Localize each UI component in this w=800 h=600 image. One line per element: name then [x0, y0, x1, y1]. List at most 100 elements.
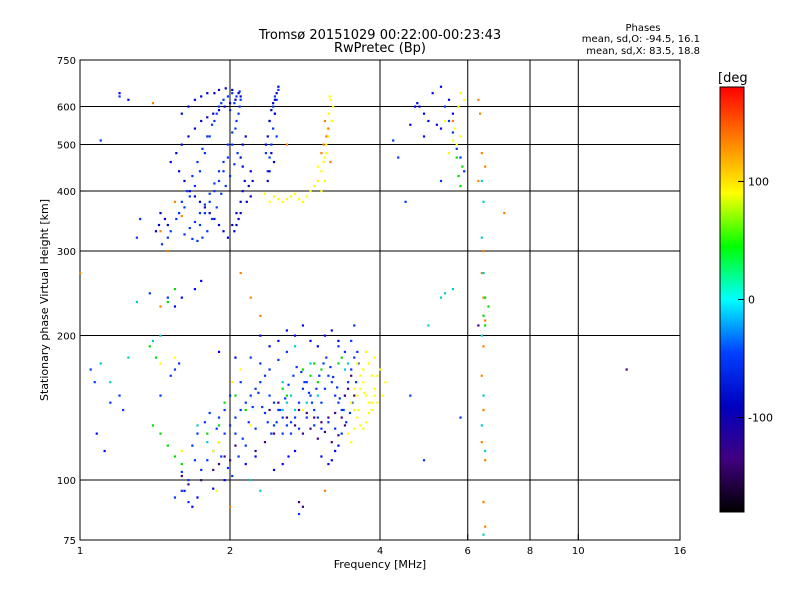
data-point: [154, 356, 158, 359]
data-point: [297, 512, 301, 516]
data-point: [459, 184, 462, 188]
data-point: [359, 387, 362, 390]
data-point: [281, 462, 284, 466]
data-point: [183, 489, 186, 492]
data-point: [206, 441, 209, 444]
stats-x-mode: mean, sd,X: 83.5, 18.8: [586, 46, 700, 57]
data-point: [322, 143, 325, 146]
data-point: [224, 87, 227, 90]
data-point: [99, 362, 102, 365]
data-point: [281, 408, 284, 412]
data-point: [275, 135, 278, 138]
data-point: [234, 98, 237, 101]
data-point: [187, 479, 190, 482]
data-point: [447, 119, 451, 123]
data-point: [180, 462, 183, 466]
data-point: [305, 381, 308, 384]
data-point: [482, 533, 485, 536]
data-point: [484, 324, 487, 327]
data-point: [447, 98, 451, 101]
data-point: [233, 230, 236, 233]
data-point: [367, 411, 371, 415]
data-point: [480, 271, 483, 275]
data-point: [169, 160, 172, 164]
data-point: [309, 427, 312, 430]
data-point: [345, 421, 348, 424]
data-point: [206, 459, 209, 462]
data-point: [482, 394, 485, 397]
data-point: [480, 179, 483, 183]
data-point: [343, 368, 347, 371]
data-point: [293, 408, 297, 412]
data-point: [459, 92, 462, 95]
data-point: [362, 381, 365, 384]
data-point: [327, 112, 331, 115]
data-point: [229, 174, 232, 178]
data-point: [350, 374, 353, 377]
data-point: [484, 525, 487, 528]
data-point: [316, 381, 319, 384]
data-point: [259, 381, 262, 384]
data-point: [263, 374, 267, 377]
data-point: [234, 394, 237, 397]
data-point: [191, 237, 194, 241]
data-point: [166, 236, 169, 239]
data-point: [451, 139, 455, 142]
data-point: [285, 401, 288, 404]
data-point: [239, 95, 242, 98]
data-point: [268, 345, 271, 348]
y-tick-label: 500: [57, 141, 76, 152]
data-point: [459, 135, 462, 138]
data-point: [200, 279, 203, 283]
data-point: [289, 394, 293, 397]
data-point: [200, 479, 203, 482]
data-point: [259, 314, 262, 317]
data-point: [93, 381, 96, 384]
data-point: [320, 427, 323, 430]
data-point: [208, 192, 211, 195]
data-point: [337, 339, 340, 343]
data-point: [379, 368, 382, 371]
data-point: [453, 127, 456, 130]
data-point: [210, 123, 214, 126]
data-point: [370, 401, 373, 404]
data-point: [200, 95, 203, 98]
data-point: [233, 102, 236, 105]
data-point: [272, 195, 276, 198]
data-point: [241, 143, 244, 146]
data-point: [356, 362, 359, 365]
data-point: [275, 421, 278, 424]
data-point: [482, 408, 485, 412]
data-point: [166, 444, 169, 447]
data-point: [203, 206, 206, 209]
data-point: [198, 223, 202, 227]
data-point: [264, 143, 268, 146]
data-point: [322, 362, 325, 365]
chart-subtitle: RwPretec (Bp): [334, 41, 426, 56]
data-point: [482, 314, 485, 317]
data-point: [173, 356, 177, 359]
data-point: [281, 387, 284, 390]
data-point: [325, 152, 328, 155]
data-point: [337, 362, 340, 365]
data-point: [249, 170, 252, 173]
data-point: [285, 329, 288, 332]
data-point: [239, 200, 242, 203]
data-point: [327, 374, 330, 377]
data-point: [293, 192, 297, 195]
data-point: [193, 127, 197, 130]
data-point: [484, 449, 487, 453]
data-point: [357, 362, 360, 365]
data-point: [316, 416, 319, 419]
data-point: [422, 112, 426, 115]
data-point: [213, 190, 216, 193]
data-point: [159, 334, 162, 337]
data-point: [166, 250, 169, 253]
data-point: [443, 105, 447, 108]
data-point: [208, 411, 211, 415]
y-axis-label: Stationary phase Virtual Height [km]: [38, 199, 51, 401]
data-point: [191, 174, 194, 178]
data-point: [477, 324, 480, 327]
data-point: [234, 416, 237, 419]
data-point: [223, 432, 226, 435]
